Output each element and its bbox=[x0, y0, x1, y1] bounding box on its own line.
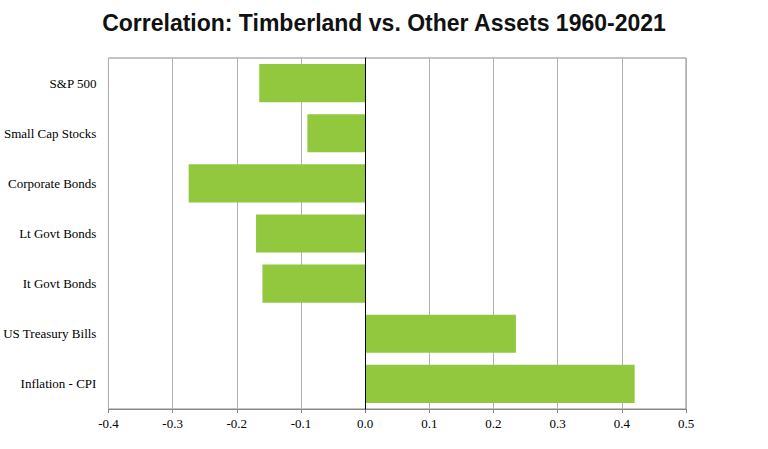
svg-text:Inflation - CPI: Inflation - CPI bbox=[21, 376, 97, 391]
svg-text:Lt Govt Bonds: Lt Govt Bonds bbox=[19, 226, 96, 241]
svg-text:It Govt Bonds: It Govt Bonds bbox=[23, 276, 97, 291]
svg-text:0.4: 0.4 bbox=[614, 416, 631, 431]
svg-text:US Treasury Bills: US Treasury Bills bbox=[3, 326, 96, 341]
svg-text:Small Cap Stocks: Small Cap Stocks bbox=[4, 126, 96, 141]
svg-text:S&P 500: S&P 500 bbox=[50, 76, 97, 91]
svg-text:0.5: 0.5 bbox=[678, 416, 694, 431]
svg-text:-0.2: -0.2 bbox=[226, 416, 247, 431]
svg-text:Corporate Bonds: Corporate Bonds bbox=[8, 176, 96, 191]
svg-text:0.1: 0.1 bbox=[421, 416, 437, 431]
svg-text:Correlation: Timberland vs. Ot: Correlation: Timberland vs. Other Assets… bbox=[102, 10, 666, 36]
svg-text:0.2: 0.2 bbox=[485, 416, 501, 431]
svg-text:-0.4: -0.4 bbox=[98, 416, 119, 431]
svg-text:-0.3: -0.3 bbox=[162, 416, 183, 431]
svg-text:0.3: 0.3 bbox=[550, 416, 566, 431]
svg-text:-0.1: -0.1 bbox=[291, 416, 312, 431]
svg-text:0.0: 0.0 bbox=[357, 416, 373, 431]
